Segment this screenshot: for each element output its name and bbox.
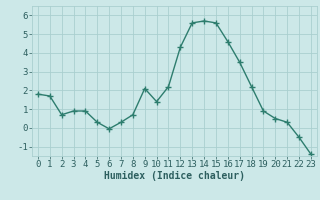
X-axis label: Humidex (Indice chaleur): Humidex (Indice chaleur) — [104, 171, 245, 181]
